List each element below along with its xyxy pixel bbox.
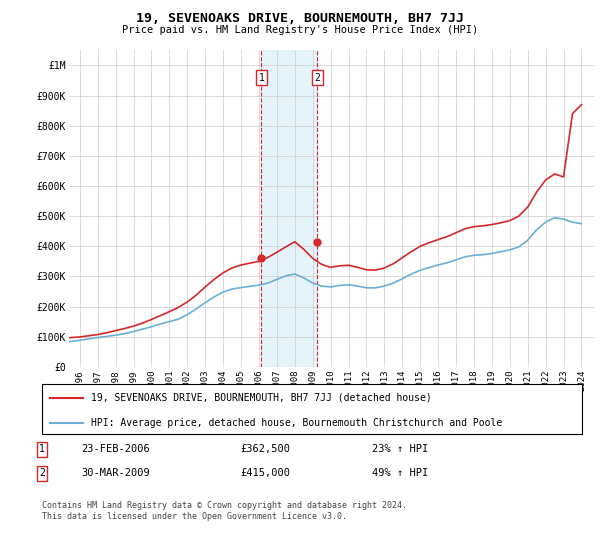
Text: Contains HM Land Registry data © Crown copyright and database right 2024.
This d: Contains HM Land Registry data © Crown c… (42, 501, 407, 521)
Text: 30-MAR-2009: 30-MAR-2009 (81, 468, 150, 478)
Text: 23-FEB-2006: 23-FEB-2006 (81, 444, 150, 454)
Text: 49% ↑ HPI: 49% ↑ HPI (372, 468, 428, 478)
Text: 19, SEVENOAKS DRIVE, BOURNEMOUTH, BH7 7JJ: 19, SEVENOAKS DRIVE, BOURNEMOUTH, BH7 7J… (136, 12, 464, 25)
Text: 2: 2 (39, 468, 45, 478)
Text: 1: 1 (259, 73, 265, 82)
Text: 23% ↑ HPI: 23% ↑ HPI (372, 444, 428, 454)
Text: £415,000: £415,000 (240, 468, 290, 478)
Bar (262, 50, 317, 367)
Text: HPI: Average price, detached house, Bournemouth Christchurch and Poole: HPI: Average price, detached house, Bour… (91, 418, 502, 428)
Text: Price paid vs. HM Land Registry's House Price Index (HPI): Price paid vs. HM Land Registry's House … (122, 25, 478, 35)
Text: 1: 1 (39, 444, 45, 454)
Text: 19, SEVENOAKS DRIVE, BOURNEMOUTH, BH7 7JJ (detached house): 19, SEVENOAKS DRIVE, BOURNEMOUTH, BH7 7J… (91, 393, 431, 403)
Text: 2: 2 (314, 73, 320, 82)
Text: £362,500: £362,500 (240, 444, 290, 454)
